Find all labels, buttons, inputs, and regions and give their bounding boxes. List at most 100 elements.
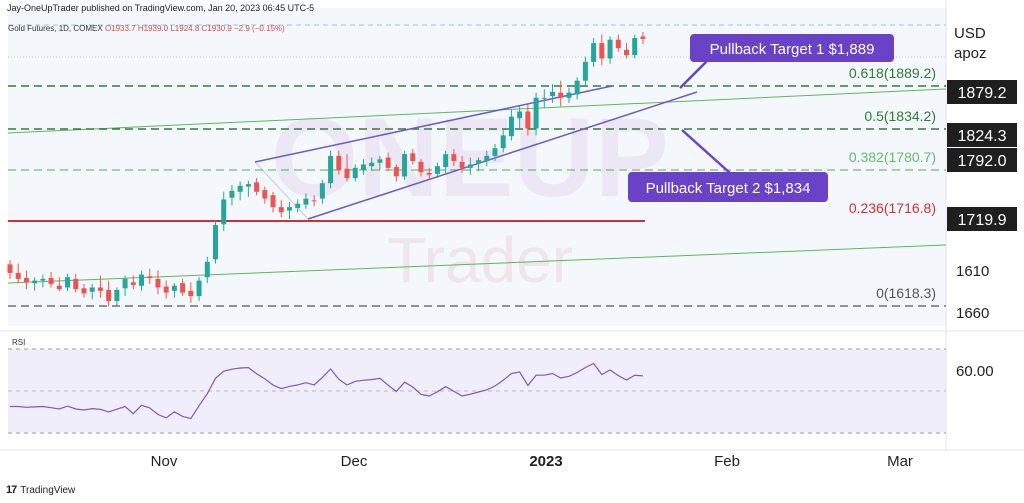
candle-body (15, 272, 21, 279)
candle-body (550, 91, 556, 97)
channel-left-edge (254, 161, 309, 220)
candle-body (599, 43, 605, 59)
candle-body (533, 97, 539, 129)
level-badge-1824: 1824.3 (958, 128, 1007, 145)
candle-body (188, 290, 194, 297)
xlabel-nov: Nov (151, 453, 178, 470)
candle-body (615, 39, 621, 49)
close-value: C1930.9 (201, 24, 232, 33)
xlabel-feb: Feb (714, 453, 740, 470)
tradingview-mark-icon: 17 (6, 484, 17, 496)
candle-body (147, 276, 153, 279)
level-badge-1719: 1719.9 (958, 212, 1007, 229)
candle-body (525, 111, 531, 129)
callout-1-label: Pullback Target 1 $1,889 (710, 41, 875, 58)
candle-body (204, 261, 210, 278)
candle-body (245, 184, 251, 187)
candle-body (360, 164, 366, 170)
candle-body (377, 159, 383, 163)
candle-body (254, 182, 260, 192)
candle-body (451, 154, 457, 162)
candle-body (500, 135, 506, 149)
candle-body (418, 161, 424, 173)
candle-body (270, 195, 276, 208)
rsi-label: RSI (12, 338, 25, 347)
candle-body (262, 190, 268, 199)
candle-body (624, 49, 629, 56)
candle-body (476, 160, 482, 164)
candle-body (566, 92, 572, 98)
callout-1-pointer (679, 59, 709, 89)
candle-body (393, 166, 399, 177)
high-value: H1939.0 (137, 24, 169, 33)
candle-body (336, 155, 342, 170)
fib-label-0382: 0.382(1780.7) (849, 149, 936, 165)
xlabel-dec: Dec (341, 453, 368, 470)
candle-body (180, 283, 186, 293)
candle-body (632, 37, 638, 56)
rsi-line (10, 362, 643, 420)
xlabel-2023: 2023 (529, 453, 562, 470)
candle-body (311, 200, 317, 202)
candle-body (434, 166, 440, 174)
trendline-upper-green (7, 88, 947, 134)
change-value: −2.9 (−0.15%) (234, 24, 285, 33)
candle-body (73, 278, 79, 290)
candle-body (56, 285, 62, 290)
candle-body (426, 172, 432, 175)
callout-2-label: Pullback Target 2 $1,834 (646, 180, 811, 197)
candle-body (295, 203, 301, 209)
candle-body (352, 167, 358, 179)
candle-body (163, 286, 169, 293)
candle-body (344, 168, 350, 179)
candle-body (48, 278, 54, 285)
candle-body (106, 290, 112, 302)
candle-body (23, 278, 29, 283)
attribution: Jay-OneUpTrader published on TradingView… (7, 3, 315, 13)
candle-body (114, 290, 120, 302)
candle-body (229, 190, 235, 198)
candle-body (130, 282, 136, 285)
candle-body (319, 183, 325, 199)
candle-body (402, 154, 408, 177)
candle-body (459, 161, 465, 168)
candle-body (541, 97, 547, 99)
candle-body (155, 278, 161, 288)
currency-label-usd: USD (954, 25, 986, 42)
ohlc-row: Gold Futures, 1D, COMEX O1933.7 H1939.0 … (8, 24, 285, 33)
candle-body (139, 274, 145, 286)
candle-body (328, 155, 334, 184)
candle-body (369, 162, 375, 167)
price-tick-1660: 1610 (956, 263, 989, 280)
fib-label-0618: 0.618(1889.2) (849, 65, 936, 81)
tradingview-logo[interactable]: 17 TradingView (6, 484, 75, 496)
candle-body (303, 198, 309, 205)
candle-body (196, 280, 202, 297)
candle-body (7, 264, 13, 273)
candle-body (171, 285, 177, 291)
candle-body (443, 154, 449, 167)
candle-body (410, 153, 416, 162)
candle-body (221, 199, 227, 225)
candles-group (7, 31, 646, 307)
candle-body (237, 185, 243, 192)
open-value: O1933.7 (104, 24, 136, 33)
candle-body (508, 116, 514, 137)
level-badge-1719-bg (947, 207, 1017, 231)
fib-label-0236: 0.236(1716.8) (849, 200, 936, 216)
callout-1-box (690, 34, 894, 62)
candle-body (122, 278, 128, 289)
level-badge-1792-bg (947, 148, 1017, 172)
candle-body (492, 148, 498, 156)
fib-label-05: 0.5(1834.2) (864, 108, 936, 124)
callout-2-box (628, 172, 828, 202)
candle-body (385, 157, 391, 168)
watermark-trader: Trader (387, 224, 573, 296)
currency-label-unit: apoz (954, 45, 987, 62)
symbol-label: Gold Futures, 1D, COMEX (8, 24, 103, 33)
rsi-tick-60: 60.00 (956, 363, 994, 380)
candle-body (32, 280, 38, 284)
candle-body (89, 287, 95, 292)
level-badge-1824-bg (947, 123, 1017, 147)
